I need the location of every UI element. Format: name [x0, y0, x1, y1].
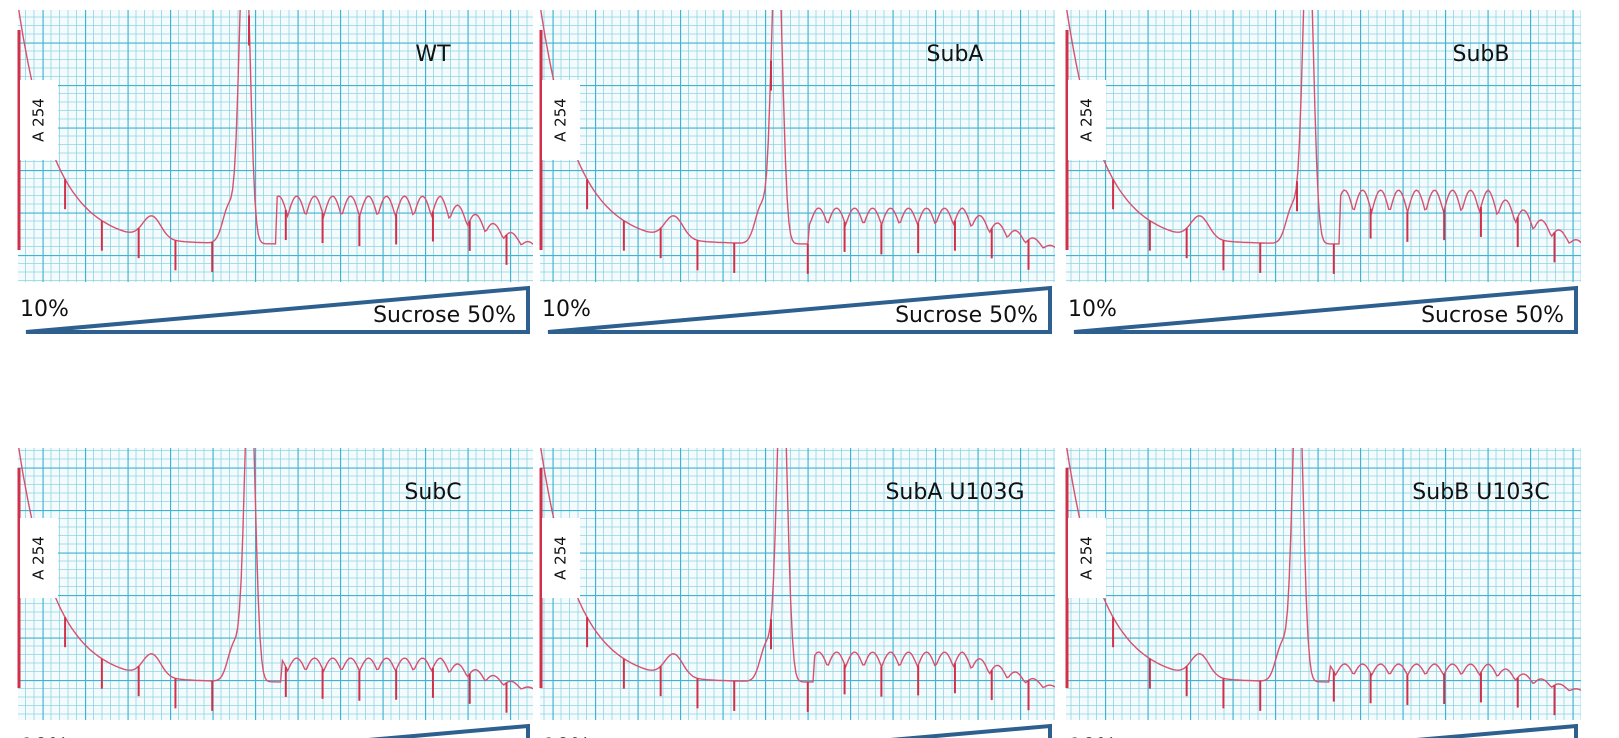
- y-axis-label: A 254: [30, 98, 48, 142]
- panel: SubB A 254 10% Sucrose 50%: [1066, 0, 1581, 332]
- panel-title: SubC: [404, 480, 461, 505]
- panel: WT A 254 10% Sucrose 50%: [18, 0, 533, 332]
- gradient-wedge: [1074, 726, 1576, 738]
- y-axis-label: A 254: [1078, 98, 1096, 142]
- panel-title: SubB: [1453, 42, 1510, 67]
- panel-title: SubA: [927, 42, 984, 67]
- panel-title: WT: [415, 42, 451, 67]
- panel-title: SubB U103C: [1412, 480, 1549, 505]
- figure: WT A 254 10% Sucrose 50% SubA A 254 10% Sucrose…: [0, 0, 1619, 738]
- y-axis-label: A 254: [30, 536, 48, 580]
- gradient-wedge: [548, 726, 1050, 738]
- gradient-end: Sucrose 50%: [1421, 303, 1564, 328]
- panel-title: SubA U103G: [885, 480, 1024, 505]
- y-axis-label: A 254: [552, 536, 570, 580]
- gradient-start: 10%: [1068, 297, 1117, 322]
- gradient-start: 10%: [20, 297, 69, 322]
- gradient-start: 10%: [542, 297, 591, 322]
- y-axis-label: A 254: [1078, 536, 1096, 580]
- panel: SubA A 254 10% Sucrose 50%: [540, 0, 1055, 332]
- y-axis-label: A 254: [552, 98, 570, 142]
- gradient-end: Sucrose 50%: [373, 303, 516, 328]
- gradient-wedge: [26, 726, 528, 738]
- gradient-end: Sucrose 50%: [895, 303, 1038, 328]
